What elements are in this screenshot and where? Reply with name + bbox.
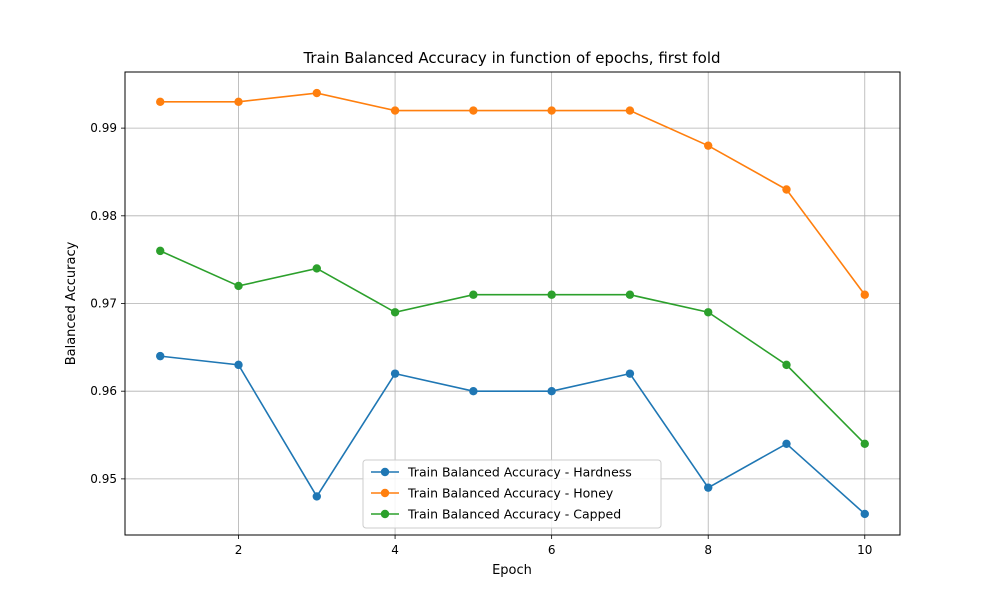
data-point [312, 264, 321, 273]
data-point [312, 88, 321, 98]
data-point [390, 308, 400, 317]
legend-label: Train Balanced Accuracy - Honey [407, 486, 614, 501]
data-point [860, 290, 869, 299]
data-point [390, 369, 400, 378]
series-line [160, 355, 866, 515]
data-point [782, 439, 791, 449]
y-tick-label: 0.96 [90, 384, 117, 398]
legend-swatch-marker [380, 488, 390, 498]
data-point [782, 185, 791, 194]
x-tick-label: 10 [857, 543, 872, 557]
y-tick-label: 0.99 [90, 121, 117, 135]
data-point [469, 290, 478, 299]
axis-ticks: 2 4 6 8 10 0.95 0.96 0.97 0.98 0.99 [90, 121, 872, 557]
legend-label: Train Balanced Accuracy - Hardness [407, 465, 632, 480]
series-line [160, 92, 866, 296]
legend-item: Train Balanced Accuracy - Honey [371, 486, 614, 501]
legend: Train Balanced Accuracy - Hardness Train … [362, 459, 662, 529]
data-point [704, 483, 713, 492]
data-point [312, 492, 321, 501]
y-tick-label: 0.98 [90, 209, 117, 223]
legend-item: Train Balanced Accuracy - Capped [371, 507, 621, 522]
data-point [704, 141, 713, 150]
y-tick-label: 0.95 [90, 472, 117, 486]
series-2 [156, 88, 869, 299]
data-point [469, 386, 478, 396]
data-point [782, 360, 791, 370]
data-point [704, 308, 713, 317]
x-tick-label: 8 [704, 543, 712, 557]
series-3 [156, 246, 869, 449]
data-point [625, 369, 635, 378]
data-point [156, 351, 165, 361]
data-point [547, 386, 556, 396]
legend-label: Train Balanced Accuracy - Capped [407, 507, 621, 522]
data-point [390, 106, 400, 115]
series-1 [156, 351, 869, 519]
y-axis-label: Balanced Accuracy [64, 241, 79, 365]
data-point [547, 290, 556, 299]
legend-box [362, 459, 662, 529]
series-line [159, 250, 866, 445]
data-point [156, 246, 165, 256]
data-point [625, 106, 635, 115]
legend-item: Train Balanced Accuracy - Hardness [371, 465, 632, 480]
series-layer [156, 88, 869, 519]
data-point [234, 97, 243, 107]
data-point [156, 97, 165, 107]
data-point [625, 290, 635, 299]
x-tick-label: 2 [235, 543, 243, 557]
legend-swatch-marker [380, 467, 390, 477]
data-point [234, 360, 243, 370]
x-tick-label: 6 [548, 543, 556, 557]
x-axis-label: Epoch [492, 563, 532, 578]
chart-title: Train Balanced Accuracy in function of e… [302, 49, 720, 67]
x-tick-label: 4 [391, 543, 399, 557]
data-point [547, 106, 556, 115]
data-point [469, 106, 478, 115]
data-point [234, 281, 243, 291]
data-point [860, 439, 869, 449]
data-point [860, 509, 869, 519]
y-tick-label: 0.97 [90, 297, 117, 311]
legend-swatch-marker [380, 509, 390, 519]
